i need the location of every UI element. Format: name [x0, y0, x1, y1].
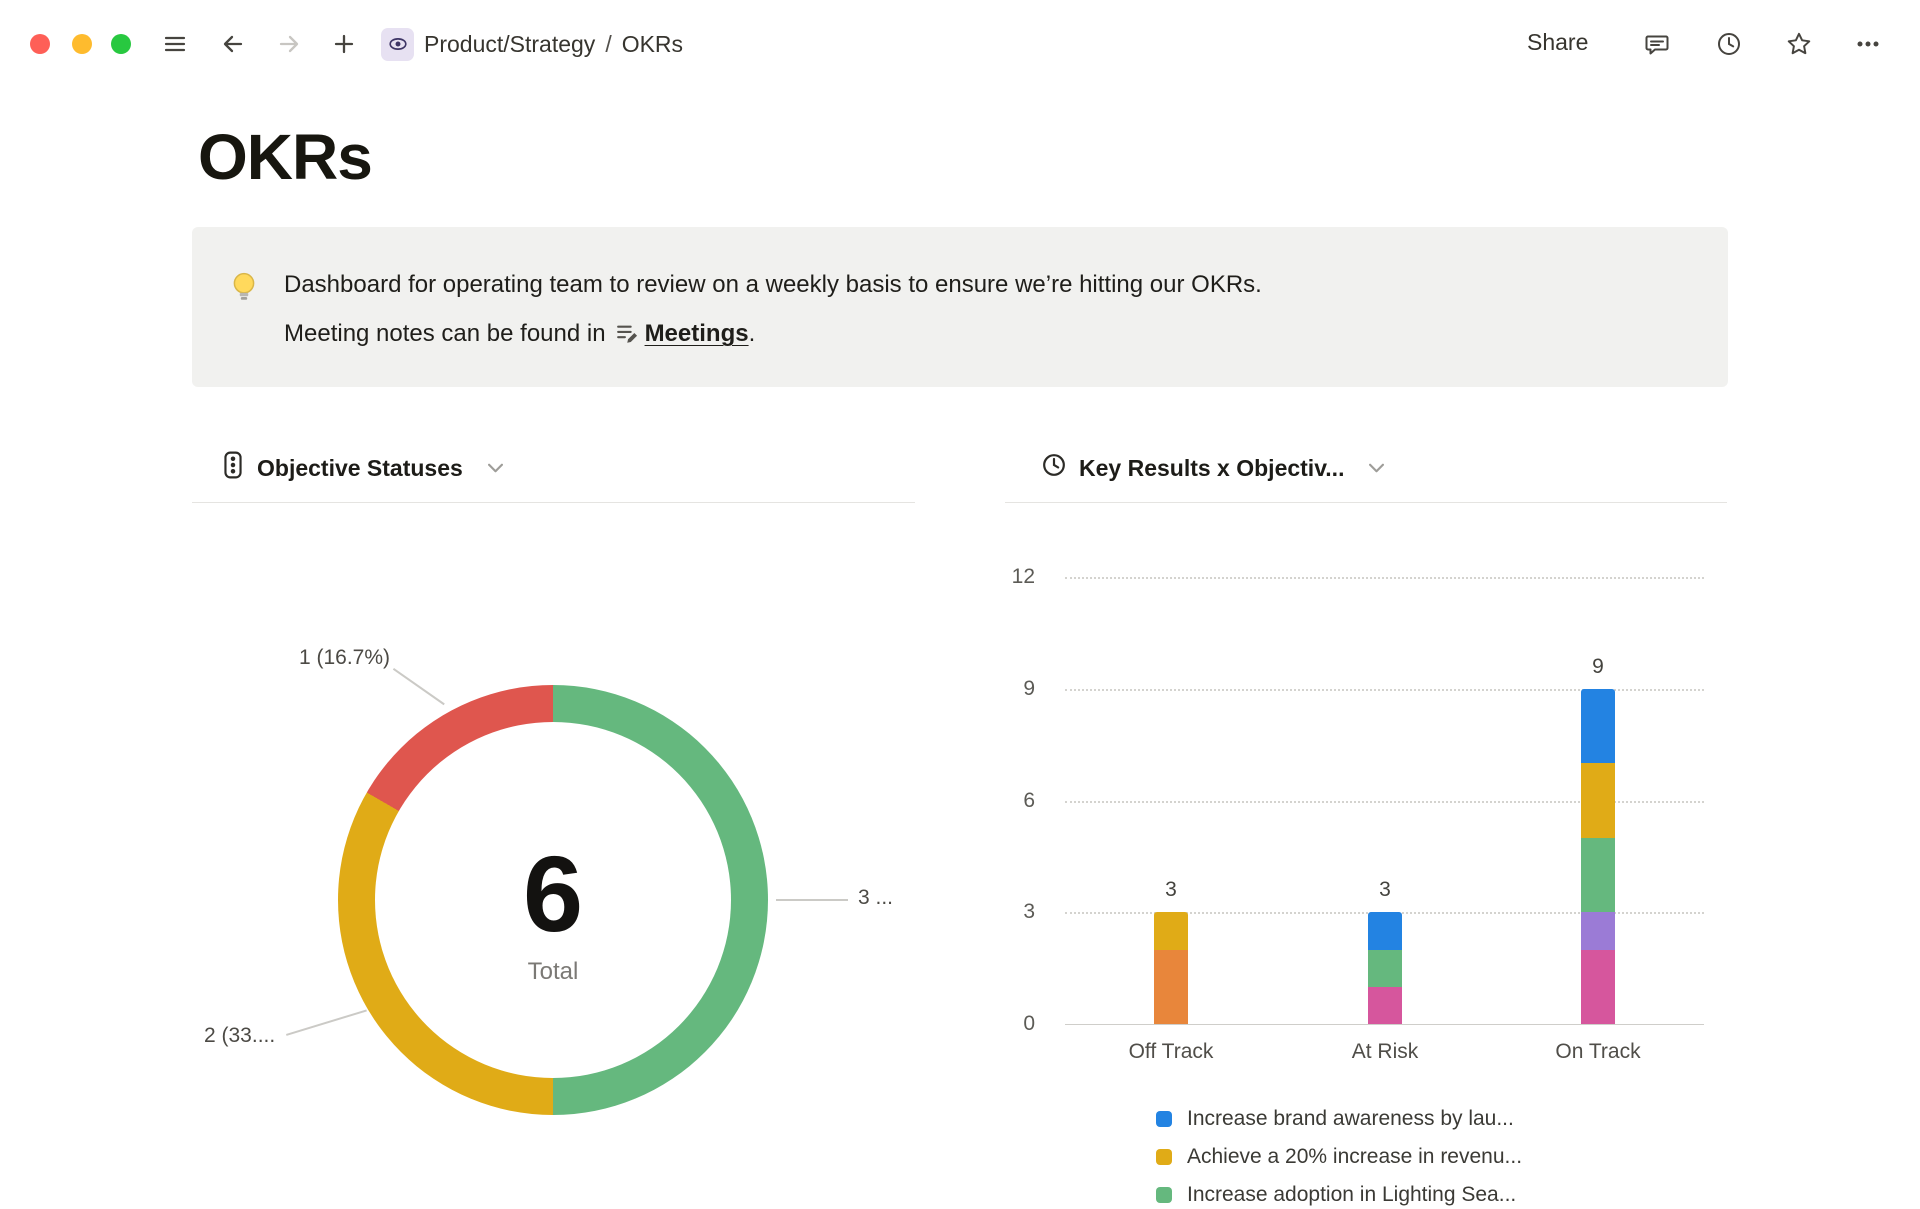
callout-line1: Dashboard for operating team to review o… [284, 271, 1262, 298]
share-button[interactable]: Share [1527, 29, 1589, 55]
sidebar-toggle-icon[interactable] [161, 30, 189, 58]
bar-segment[interactable] [1581, 688, 1615, 764]
traffic-light-icon [222, 451, 244, 485]
y-tick-label: 0 [1023, 1012, 1035, 1035]
section-divider-right [1005, 502, 1727, 503]
clock-icon [1042, 453, 1066, 483]
bar-segment[interactable] [1581, 837, 1615, 913]
category-label: Off Track [1128, 1040, 1214, 1063]
y-axis: 0 3 6 9 12 [955, 565, 1035, 1035]
donut-center: 6 Total [338, 685, 768, 1115]
y-tick-label: 9 [1023, 676, 1035, 700]
objective-statuses-chart: 6 Total [338, 685, 768, 1115]
donut-label-yellow: 2 (33.... [204, 1024, 276, 1047]
bar-at-risk[interactable]: 3 [1368, 878, 1402, 1024]
legend-item[interactable]: Increase brand awareness by lau... [1156, 1104, 1522, 1133]
bar-plot: 3 3 9 [1065, 577, 1704, 1025]
bar-segment[interactable] [1154, 912, 1188, 950]
callout-block: Dashboard for operating team to review o… [192, 227, 1728, 387]
x-axis: Off Track At Risk On Track [1065, 1040, 1704, 1070]
donut-leader-line [776, 899, 848, 901]
legend-swatch [1156, 1186, 1172, 1203]
donut-total-value: 6 [522, 833, 584, 954]
bar-legend: Increase brand awareness by lau... Achie… [1156, 1104, 1522, 1209]
gridline [1065, 1024, 1704, 1025]
objective-statuses-header[interactable]: Objective Statuses [222, 448, 503, 488]
bar-total-label: 9 [1592, 654, 1604, 678]
gridline [1065, 800, 1704, 803]
breadcrumb: Product/Strategy / OKRs [381, 27, 683, 61]
y-tick-label: 12 [1011, 565, 1035, 588]
y-tick-label: 3 [1023, 900, 1035, 924]
category-label: At Risk [1351, 1040, 1419, 1063]
page-title[interactable]: OKRs [198, 121, 373, 193]
key-results-title: Key Results x Objectiv... [1079, 454, 1345, 481]
breadcrumb-current[interactable]: OKRs [621, 30, 684, 57]
objective-statuses-title: Objective Statuses [257, 454, 463, 481]
meetings-link[interactable]: Meetings [644, 320, 749, 347]
bar-on-track[interactable]: 9 [1581, 655, 1615, 1024]
bar-total-label: 3 [1379, 878, 1391, 902]
meetings-page-icon [615, 313, 638, 362]
callout-line2: Meeting notes can be found in [284, 320, 606, 347]
chevron-down-icon[interactable] [487, 463, 503, 473]
callout-line2-suffix: . [748, 320, 756, 347]
window-zoom-button[interactable] [111, 34, 131, 54]
breadcrumb-separator: / [605, 30, 612, 57]
forward-icon[interactable] [275, 30, 303, 58]
new-page-icon[interactable] [330, 30, 358, 58]
page-eye-icon[interactable] [381, 27, 414, 61]
category-label: On Track [1555, 1040, 1641, 1063]
legend-label: Increase brand awareness by lau... [1187, 1106, 1514, 1130]
bar-segment[interactable] [1368, 949, 1402, 987]
breadcrumb-parent[interactable]: Product/Strategy [424, 30, 596, 57]
bar-off-track[interactable]: 3 [1154, 878, 1188, 1024]
gridline [1065, 577, 1704, 579]
key-results-header[interactable]: Key Results x Objectiv... [1042, 448, 1385, 488]
favorite-star-icon[interactable] [1785, 30, 1813, 58]
bar-segment[interactable] [1368, 986, 1402, 1024]
chevron-down-icon[interactable] [1369, 463, 1385, 473]
donut-label-green: 3 ... [858, 886, 894, 909]
window-minimize-button[interactable] [72, 34, 92, 54]
updates-clock-icon[interactable] [1715, 30, 1743, 58]
more-options-icon[interactable] [1854, 30, 1882, 58]
donut-total-label: Total [527, 958, 579, 985]
bar-segment[interactable] [1581, 949, 1615, 1024]
y-tick-label: 6 [1023, 788, 1035, 812]
callout-text: Dashboard for operating team to review o… [284, 260, 1688, 362]
bar-segment[interactable] [1368, 912, 1402, 950]
back-icon[interactable] [219, 30, 247, 58]
legend-swatch [1156, 1148, 1172, 1165]
window-close-button[interactable] [30, 34, 50, 54]
donut-label-red: 1 (16.7%) [298, 646, 390, 669]
legend-item[interactable]: Achieve a 20% increase in revenu... [1156, 1142, 1522, 1171]
donut-hole [375, 722, 731, 1078]
legend-swatch [1156, 1110, 1172, 1127]
section-divider-left [192, 502, 915, 503]
comments-icon[interactable] [1643, 30, 1671, 58]
gridline [1065, 688, 1704, 691]
bar-segment[interactable] [1581, 763, 1615, 838]
bar-segment[interactable] [1154, 949, 1188, 1024]
legend-label: Achieve a 20% increase in revenu... [1187, 1144, 1523, 1168]
bar-total-label: 3 [1165, 878, 1177, 902]
legend-label: Increase adoption in Lighting Sea... [1187, 1182, 1517, 1206]
bar-segment[interactable] [1581, 912, 1615, 950]
lightbulb-icon [228, 271, 260, 308]
legend-item[interactable]: Increase adoption in Lighting Sea... [1156, 1180, 1522, 1209]
